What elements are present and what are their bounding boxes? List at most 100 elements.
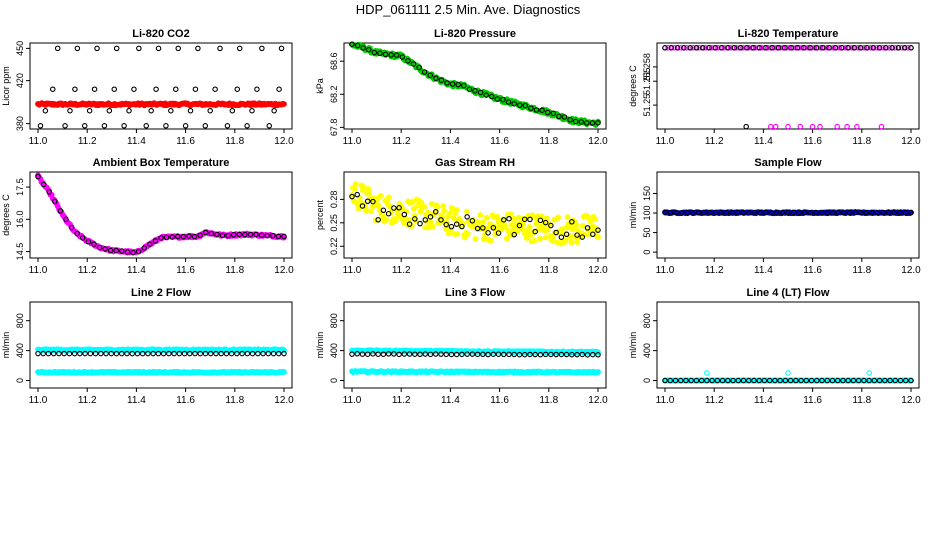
series-box-temp-magenta — [35, 172, 287, 256]
x-tick-label: 11.0 — [29, 265, 48, 276]
data-point — [363, 207, 370, 214]
data-point — [124, 350, 130, 357]
data-point — [258, 232, 265, 239]
data-point — [861, 45, 868, 51]
data-point — [480, 351, 486, 358]
data-point — [54, 45, 61, 52]
data-point — [35, 173, 41, 180]
data-point — [824, 377, 831, 384]
data-point — [766, 377, 773, 384]
y-tick-label: 68.2 — [329, 86, 339, 104]
y-axis-label: ml/min — [1, 332, 11, 359]
data-point — [278, 45, 285, 52]
data-point — [260, 350, 266, 357]
data-point — [595, 368, 601, 375]
data-point — [143, 123, 149, 129]
data-point — [360, 184, 367, 190]
y-tick-label: 17.5 — [15, 178, 25, 196]
data-point — [690, 45, 696, 51]
data-point — [897, 377, 904, 384]
chart-rh: Gas Stream RH percent 11.0 11.2 11.4 11.6 11.8… — [315, 157, 608, 276]
data-point — [173, 86, 179, 92]
x-tick-label: 12.0 — [274, 395, 294, 406]
data-point — [152, 238, 159, 244]
data-point — [882, 377, 888, 384]
y-tick-label: 0 — [642, 250, 652, 255]
data-point — [469, 218, 476, 224]
data-point — [270, 232, 276, 239]
data-point — [247, 231, 254, 238]
data-point — [578, 119, 584, 125]
data-point — [68, 224, 75, 231]
data-point — [168, 107, 174, 114]
x-tick-label: 12.0 — [901, 395, 921, 406]
data-point — [908, 209, 914, 216]
data-point — [391, 351, 397, 357]
data-point — [500, 96, 506, 103]
data-point — [662, 377, 668, 384]
data-point — [370, 198, 376, 205]
plot-frame — [343, 171, 607, 259]
data-point — [265, 350, 272, 357]
chart-title: Li-820 Pressure — [434, 28, 516, 40]
data-point — [108, 350, 115, 357]
data-point — [207, 350, 214, 357]
data-point — [687, 45, 693, 51]
data-point — [516, 102, 523, 108]
data-point — [453, 221, 460, 227]
data-point — [485, 351, 491, 358]
chart-pressure: Li-820 Pressure kPa 11.0 11.2 11.4 11.6 11.8 12… — [315, 28, 608, 147]
y-tick-label: 0 — [329, 378, 339, 383]
x-tick-label: 11.8 — [539, 136, 558, 147]
data-point — [673, 209, 679, 216]
x-tick-label: 11.0 — [656, 395, 675, 406]
y-tick-label: 800 — [15, 313, 25, 328]
y-axis-label: ml/min — [628, 332, 638, 359]
data-point — [145, 350, 151, 357]
data-point — [590, 351, 596, 358]
data-point — [192, 350, 198, 357]
data-point — [368, 208, 374, 215]
data-point — [542, 234, 549, 241]
data-point — [501, 351, 507, 358]
y-tick-label: 100 — [642, 206, 652, 221]
data-point — [516, 222, 523, 229]
data-point — [434, 203, 441, 210]
data-point — [871, 377, 878, 384]
y-tick-label: 0.25 — [329, 214, 339, 232]
data-point — [45, 350, 52, 357]
data-point — [901, 45, 908, 51]
data-point — [249, 350, 256, 357]
data-point — [808, 377, 815, 384]
data-point — [834, 377, 841, 384]
data-point — [383, 216, 390, 223]
data-point — [897, 209, 903, 216]
data-point — [715, 45, 721, 51]
data-point — [501, 217, 507, 223]
data-point — [192, 86, 199, 92]
series-rh-black — [349, 191, 601, 240]
data-point — [690, 210, 696, 216]
data-point — [569, 351, 575, 358]
data-point — [281, 101, 287, 107]
y-tick-label: 50 — [642, 228, 652, 238]
x-tick-label: 11.2 — [78, 136, 97, 147]
data-point — [46, 189, 52, 195]
data-point — [63, 216, 69, 223]
data-point — [107, 247, 114, 254]
data-point — [751, 209, 758, 216]
data-point — [869, 209, 875, 216]
data-point — [264, 232, 270, 239]
data-point — [111, 86, 118, 92]
data-point — [723, 210, 730, 216]
data-point — [788, 45, 794, 51]
data-point — [351, 185, 358, 192]
data-point — [840, 377, 846, 384]
data-point — [579, 351, 586, 358]
data-point — [876, 377, 883, 384]
data-point — [880, 45, 886, 51]
data-point — [355, 205, 362, 212]
data-point — [422, 217, 429, 223]
data-point — [790, 209, 797, 216]
data-point — [392, 218, 399, 224]
